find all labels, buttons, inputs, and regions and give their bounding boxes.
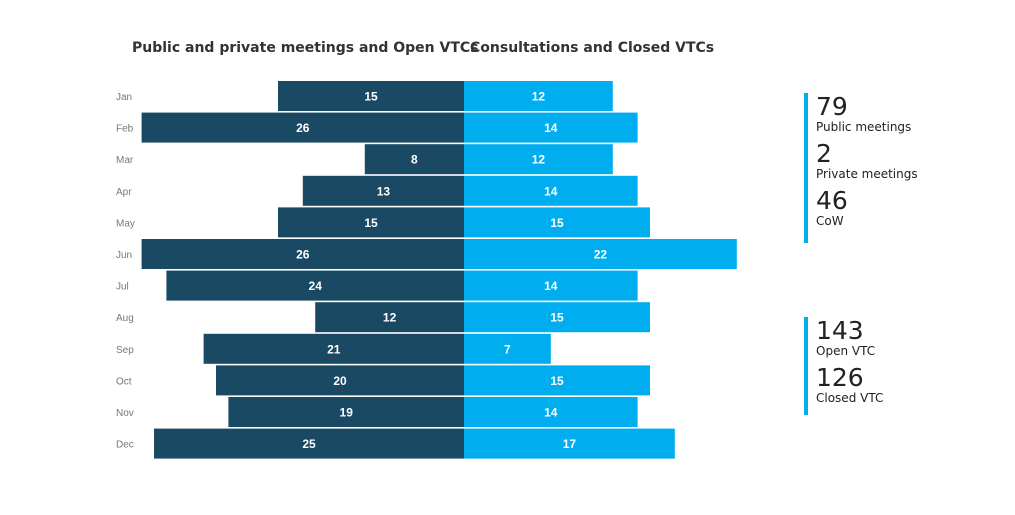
diverging-bar-chart: Jan 15 12 Feb 26 14 Mar 8 12 Apr 13 14 May 15 15 Jun 26 2…	[116, 81, 737, 459]
stat-label: CoW	[816, 214, 844, 228]
month-label-feb: Feb	[116, 124, 134, 135]
month-label-jul: Jul	[116, 282, 129, 293]
right-bar-label-oct: 15	[550, 374, 564, 388]
right-bar-label-sep: 7	[504, 342, 511, 356]
left-bar-label-jul: 24	[309, 279, 323, 293]
stat-value: 46	[816, 186, 848, 215]
right-bar-dec	[464, 428, 675, 459]
left-bar-feb	[141, 112, 464, 143]
left-bar-label-sep: 21	[327, 342, 341, 356]
left-bar-label-mar: 8	[411, 153, 418, 167]
left-bar-label-feb: 26	[296, 121, 310, 135]
left-bar-label-oct: 20	[333, 374, 347, 388]
stat-public-meetings: 79 Public meetings	[816, 93, 918, 134]
month-label-dec: Dec	[116, 440, 134, 451]
left-series-title: Public and private meetings and Open VTC…	[132, 40, 479, 56]
vtc-stats-group: 143 Open VTC 126 Closed VTC	[804, 317, 883, 415]
stat-label: Public meetings	[816, 120, 912, 134]
left-bar-label-nov: 19	[340, 406, 354, 420]
stat-value: 126	[816, 363, 864, 392]
stat-private-meetings: 2 Private meetings	[816, 140, 918, 181]
right-bar-label-aug: 15	[550, 311, 564, 325]
month-label-jan: Jan	[116, 92, 132, 103]
right-bar-feb	[464, 112, 638, 143]
right-bar-label-jun: 22	[594, 248, 608, 262]
right-bar-label-feb: 14	[544, 121, 558, 135]
left-bar-label-apr: 13	[377, 184, 391, 198]
left-bar-jun	[141, 239, 464, 269]
stat-open-vtc: 143 Open VTC	[816, 317, 883, 358]
right-bar-label-may: 15	[550, 216, 564, 230]
right-bar-oct	[464, 365, 650, 396]
stat-cow: 46 CoW	[816, 187, 918, 228]
left-bar-jan	[278, 81, 464, 111]
left-bar-nov	[228, 397, 464, 427]
meetings-stats-group: 79 Public meetings 2 Private meetings 46…	[804, 93, 918, 243]
left-bar-apr	[302, 175, 464, 206]
left-bar-dec	[154, 428, 464, 459]
left-bar-label-dec: 25	[302, 437, 316, 451]
month-label-sep: Sep	[116, 345, 134, 356]
right-bar-mar	[464, 144, 613, 175]
stat-closed-vtc: 126 Closed VTC	[816, 364, 883, 405]
right-series-title: Consultations and Closed VTCs	[470, 40, 715, 56]
right-bar-apr	[464, 175, 638, 206]
right-bar-label-dec: 17	[563, 437, 577, 451]
month-label-mar: Mar	[116, 155, 134, 166]
right-bar-aug	[464, 302, 650, 333]
stat-value: 2	[816, 139, 832, 168]
left-bar-jul	[166, 270, 464, 301]
stat-label: Closed VTC	[816, 391, 884, 405]
right-bar-label-jan: 12	[532, 90, 546, 104]
right-bar-label-nov: 14	[544, 406, 558, 420]
left-bar-label-jan: 15	[364, 90, 378, 104]
stat-value: 143	[816, 316, 864, 345]
month-label-apr: Apr	[116, 187, 132, 198]
right-bar-jul	[464, 270, 638, 301]
month-label-aug: Aug	[116, 313, 134, 324]
right-bar-jun	[464, 239, 737, 269]
left-bar-label-jun: 26	[296, 248, 310, 262]
right-bar-label-mar: 12	[532, 153, 546, 167]
right-bar-may	[464, 207, 650, 238]
month-label-jun: Jun	[116, 250, 132, 261]
left-bar-label-may: 15	[364, 216, 378, 230]
month-label-may: May	[116, 218, 135, 229]
left-bar-aug	[315, 302, 464, 333]
right-bar-jan	[464, 81, 613, 111]
right-bar-nov	[464, 397, 638, 427]
left-bar-label-aug: 12	[383, 311, 397, 325]
left-bar-oct	[216, 365, 464, 396]
right-bar-label-apr: 14	[544, 184, 558, 198]
stat-value: 79	[816, 92, 848, 121]
right-bar-sep	[464, 333, 551, 364]
month-label-oct: Oct	[116, 376, 132, 387]
stat-label: Open VTC	[816, 344, 876, 358]
left-bar-sep	[203, 333, 464, 364]
month-label-nov: Nov	[116, 408, 134, 419]
left-bar-may	[278, 207, 464, 238]
left-bar-mar	[364, 144, 464, 175]
right-bar-label-jul: 14	[544, 279, 558, 293]
stat-label: Private meetings	[816, 167, 918, 181]
